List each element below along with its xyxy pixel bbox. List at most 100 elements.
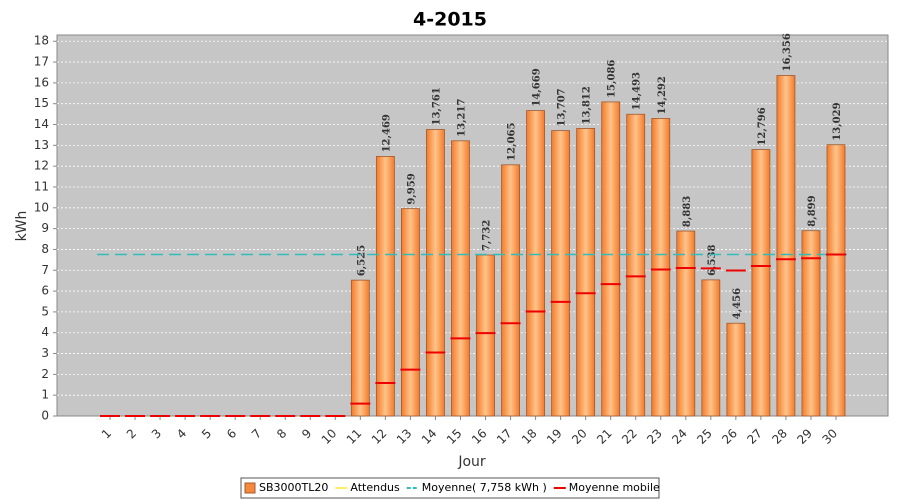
x-tick-label: 1: [99, 426, 114, 441]
legend-label: Attendus: [350, 481, 400, 494]
x-tick-label: 13: [394, 426, 415, 447]
x-tick-label: 25: [694, 426, 715, 447]
data-label: 9,959: [406, 173, 417, 204]
bar: [426, 129, 445, 417]
data-label: 8,899: [807, 195, 818, 226]
legend-label: SB3000TL20: [259, 481, 328, 494]
bar: [476, 254, 495, 417]
data-label: 13,812: [582, 86, 593, 124]
y-tick-label: 16: [34, 75, 49, 89]
legend: [240, 477, 660, 499]
x-tick-label: 20: [569, 426, 590, 447]
bar: [551, 130, 571, 417]
y-tick-label: 12: [34, 159, 49, 173]
x-tick-label: 2: [124, 426, 139, 441]
x-tick-label: 9: [299, 426, 314, 441]
bar: [350, 279, 370, 417]
bar: [375, 155, 395, 417]
y-tick-label: 13: [34, 138, 49, 152]
x-axis-label: Jour: [457, 454, 486, 470]
x-tick-label: 5: [199, 426, 214, 441]
bar: [626, 113, 646, 417]
y-tick-label: 3: [41, 346, 49, 360]
data-label: 12,796: [757, 107, 768, 145]
data-label: 12,065: [507, 122, 518, 160]
y-tick-label: 4: [41, 325, 49, 339]
x-tick-label: 8: [274, 426, 289, 441]
x-tick-label: 23: [644, 426, 665, 447]
data-label: 14,669: [532, 68, 543, 106]
data-label: 14,493: [632, 72, 643, 110]
y-tick-label: 11: [34, 179, 49, 193]
data-label: 8,883: [682, 196, 693, 227]
y-tick-label: 9: [41, 221, 49, 235]
bar: [651, 118, 671, 417]
bar: [776, 75, 796, 417]
x-tick-label: 17: [494, 426, 515, 447]
bar: [401, 208, 420, 417]
x-tick-label: 3: [149, 426, 164, 441]
x-tick-label: 10: [319, 426, 340, 447]
y-tick-label: 18: [34, 34, 49, 48]
x-tick-label: 19: [544, 426, 565, 447]
data-label: 6,538: [707, 245, 718, 276]
x-tick-label: 6: [224, 426, 239, 441]
x-tick-label: 21: [594, 426, 615, 447]
x-tick-label: 4: [174, 426, 189, 441]
data-label: 16,356: [782, 33, 793, 71]
bar: [451, 140, 470, 417]
x-tick-label: 12: [369, 426, 390, 447]
y-tick-label: 2: [41, 367, 49, 381]
legend-label: Moyenne( 7,758 kWh ): [422, 481, 547, 494]
bar: [526, 110, 545, 417]
y-tick-label: 5: [41, 304, 49, 318]
y-tick-label: 7: [41, 263, 49, 277]
data-label: 12,469: [381, 114, 392, 152]
legend-swatch: [244, 482, 256, 494]
x-tick-label: 24: [669, 426, 690, 447]
x-tick-label: 14: [419, 426, 440, 447]
y-tick-label: 8: [41, 242, 49, 256]
x-tick-label: 7: [249, 426, 264, 441]
y-axis-label: kWh: [14, 211, 30, 242]
x-tick-label: 15: [444, 426, 465, 447]
plot-area: [56, 34, 889, 417]
bar: [601, 101, 621, 417]
x-tick-label: 22: [619, 426, 640, 447]
y-tick-label: 14: [34, 117, 49, 131]
data-label: 13,707: [557, 88, 568, 126]
x-tick-label: 30: [819, 426, 840, 447]
x-tick-label: 16: [469, 426, 490, 447]
bar: [701, 279, 721, 417]
chart-title: 4-2015: [413, 9, 487, 31]
y-tick-label: 15: [34, 96, 49, 110]
bar: [826, 144, 846, 417]
data-label: 6,525: [356, 245, 367, 276]
bar: [576, 128, 596, 417]
x-tick-label: 18: [519, 426, 540, 447]
data-label: 13,761: [431, 87, 442, 125]
data-label: 14,292: [657, 76, 668, 114]
data-label: 13,217: [456, 99, 467, 137]
x-tick-label: 11: [344, 426, 365, 447]
x-tick-label: 28: [769, 426, 790, 447]
y-tick-label: 1: [41, 388, 49, 402]
x-tick-label: 27: [744, 426, 765, 447]
x-tick-label: 26: [719, 426, 740, 447]
data-label: 4,456: [732, 288, 743, 319]
y-tick-label: 17: [34, 55, 49, 69]
bar: [801, 230, 821, 417]
data-label: 13,029: [832, 102, 843, 140]
x-tick-label: 29: [794, 426, 815, 447]
bar: [751, 149, 771, 417]
bar: [501, 164, 520, 417]
data-label: 7,732: [482, 220, 493, 251]
bar: [676, 230, 696, 417]
legend-label: Moyenne mobile: [569, 481, 660, 494]
bar: [726, 322, 746, 417]
y-tick-label: 6: [41, 284, 49, 298]
data-label: 15,086: [607, 60, 618, 98]
y-tick-label: 10: [34, 200, 49, 214]
y-tick-label: 0: [41, 409, 49, 423]
